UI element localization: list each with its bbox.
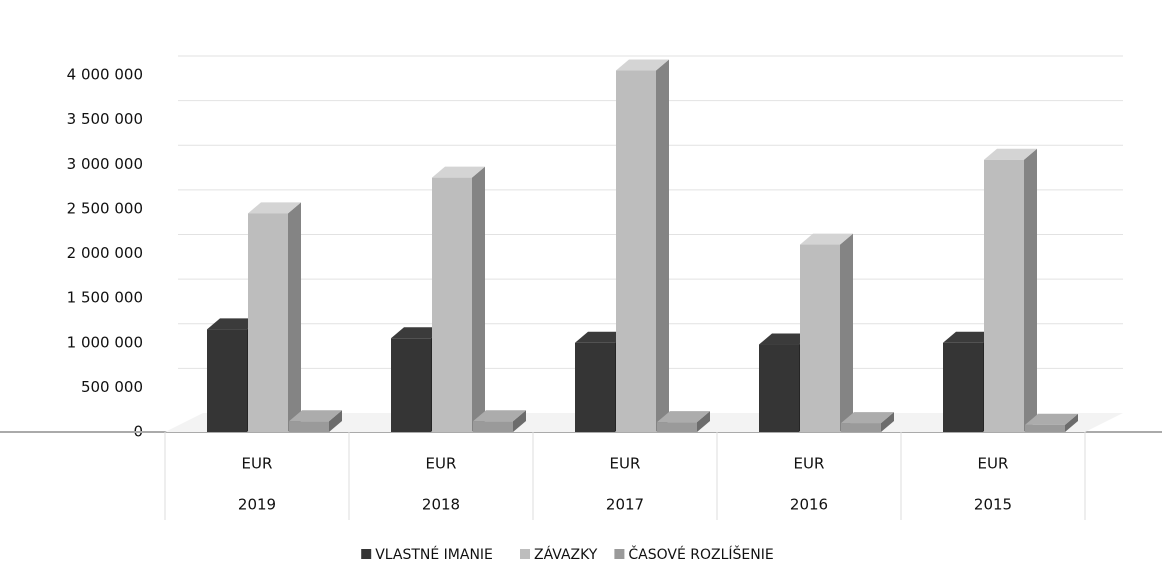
bar-side [472,166,485,432]
bar-side [840,233,853,432]
bar-front [1025,424,1065,432]
bar-side [1024,148,1037,432]
bar [473,410,526,432]
bar-top [391,327,444,339]
bar [289,410,342,432]
bar-top [289,410,342,422]
y-tick-label: 4 000 000 [67,66,143,84]
bar-top [841,412,894,424]
bar-top [800,233,853,245]
bar-front [759,344,799,432]
y-tick-label: 3 000 000 [67,155,143,173]
bar-top [943,331,996,343]
x-tick-label: 2019 [238,496,276,514]
bar-front [575,342,615,432]
y-tick-label: 3 500 000 [67,110,143,128]
bar-front [391,338,431,432]
y-tick-label: 2 000 000 [67,244,143,262]
bar-front [473,421,513,432]
bar-front [657,422,697,432]
bar [800,233,853,432]
bar-top [432,166,485,178]
x-tick-label: 2015 [974,496,1012,514]
bar [248,202,301,432]
bar-front [800,244,840,432]
bar-side [697,411,710,432]
bar-front [432,177,472,432]
x-tick-label: 2016 [790,496,828,514]
bar-side [881,412,894,432]
bar-front [984,159,1024,432]
bar-top [1025,413,1078,425]
bar-front [841,423,881,432]
bar-top [575,331,628,343]
x-group-label: EUR [978,455,1009,473]
bar-side [329,410,342,432]
bar [616,59,669,432]
bar-front [943,342,983,432]
bar-top [759,333,812,345]
bar-top [207,318,260,330]
x-group-label: EUR [426,455,457,473]
y-tick-label: 2 500 000 [67,199,143,217]
bar-side [513,410,526,432]
x-group-label: EUR [610,455,641,473]
bar [841,412,894,432]
bar-top [616,59,669,71]
x-tick-label: 2017 [606,496,644,514]
bar-top [473,410,526,422]
legend-label: ČASOVÉ ROZLÍŠENIE [628,545,773,563]
bar-front [207,329,247,432]
bar [984,148,1037,432]
bar-front [289,421,329,432]
bar [1025,413,1078,432]
bar [432,166,485,432]
legend-swatch [361,549,372,559]
bar-top [984,148,1037,160]
bar-top [657,411,710,423]
y-tick-label: 1 500 000 [67,289,143,307]
x-tick-label: 2018 [422,496,460,514]
bar-side [656,59,669,432]
bar-side [1065,413,1078,432]
bar [657,411,710,432]
legend-swatch [520,549,530,559]
bar-front [248,213,288,432]
bar-front [616,70,656,432]
legend-swatch [614,549,625,559]
x-group-label: EUR [242,455,273,473]
x-group-label: EUR [794,455,825,473]
bar-top [248,202,301,214]
legend-label: VLASTNÉ IMANIE [375,546,493,563]
y-tick-label: 1 000 000 [67,333,143,351]
y-tick-label: 500 000 [81,378,143,396]
bar-side [288,202,301,432]
legend-label: ZÁVAZKY [534,546,598,563]
